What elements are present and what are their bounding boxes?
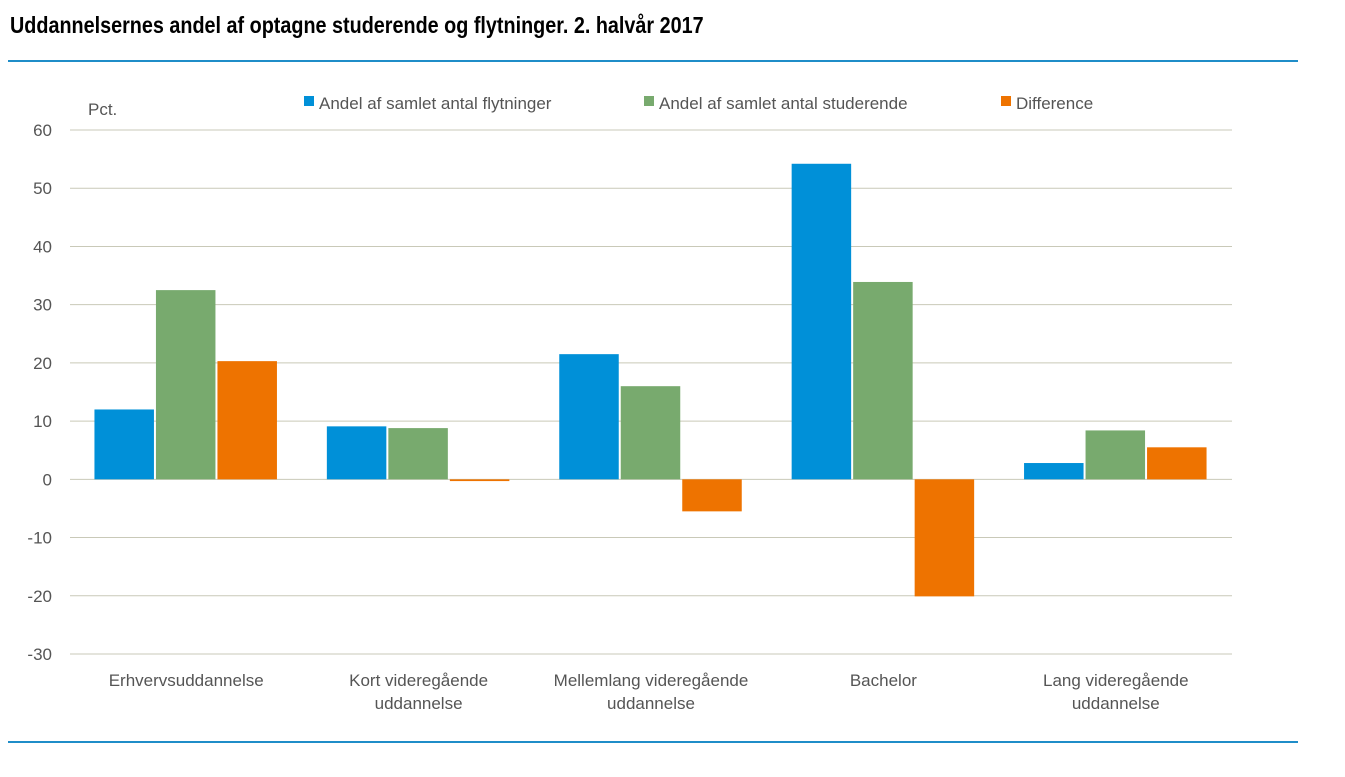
- x-tick-label: Lang videregående: [1043, 671, 1189, 690]
- bottom-divider: [8, 741, 1298, 743]
- bar-studerende: [388, 428, 448, 480]
- y-tick-label: -20: [27, 587, 52, 606]
- bar-flytninger: [94, 409, 154, 480]
- bar-studerende: [853, 281, 913, 480]
- top-divider: [8, 60, 1298, 62]
- bar-difference: [1147, 447, 1207, 480]
- legend-swatch: [644, 96, 654, 106]
- bar-flytninger: [791, 163, 852, 480]
- bar-flytninger: [1024, 463, 1084, 480]
- bar-difference: [449, 479, 510, 482]
- bar-studerende: [155, 290, 216, 480]
- legend-swatch: [304, 96, 314, 106]
- bar-difference: [914, 479, 975, 597]
- bar-flytninger: [326, 426, 387, 480]
- y-tick-label: 20: [33, 354, 52, 373]
- x-tick-label: uddannelse: [375, 694, 463, 713]
- y-tick-label: 10: [33, 412, 52, 431]
- bar-flytninger: [559, 354, 619, 480]
- bar-difference: [217, 361, 277, 480]
- bar-studerende: [1085, 430, 1146, 480]
- x-tick-label: Erhvervsuddannelse: [109, 671, 264, 690]
- y-tick-label: -10: [27, 529, 52, 548]
- y-tick-label: 0: [43, 470, 52, 489]
- legend-label: Andel af samlet antal studerende: [659, 94, 908, 113]
- x-tick-label: uddannelse: [1072, 694, 1160, 713]
- x-tick-label: uddannelse: [607, 694, 695, 713]
- y-tick-label: 60: [33, 121, 52, 140]
- x-tick-label: Kort videregående: [349, 671, 488, 690]
- legend-swatch: [1001, 96, 1011, 106]
- legend-label: Andel af samlet antal flytninger: [319, 94, 552, 113]
- y-tick-label: 30: [33, 296, 52, 315]
- chart-title: Uddannelsernes andel af optagne studeren…: [10, 12, 704, 38]
- y-tick-label: 50: [33, 179, 52, 198]
- y-tick-label: -30: [27, 645, 52, 664]
- x-tick-label: Bachelor: [850, 671, 917, 690]
- x-tick-label: Mellemlang videregående: [554, 671, 749, 690]
- bar-difference: [682, 479, 742, 512]
- y-axis-label: Pct.: [88, 100, 117, 119]
- y-tick-label: 40: [33, 237, 52, 256]
- legend-label: Difference: [1016, 94, 1093, 113]
- bar-studerende: [620, 386, 681, 480]
